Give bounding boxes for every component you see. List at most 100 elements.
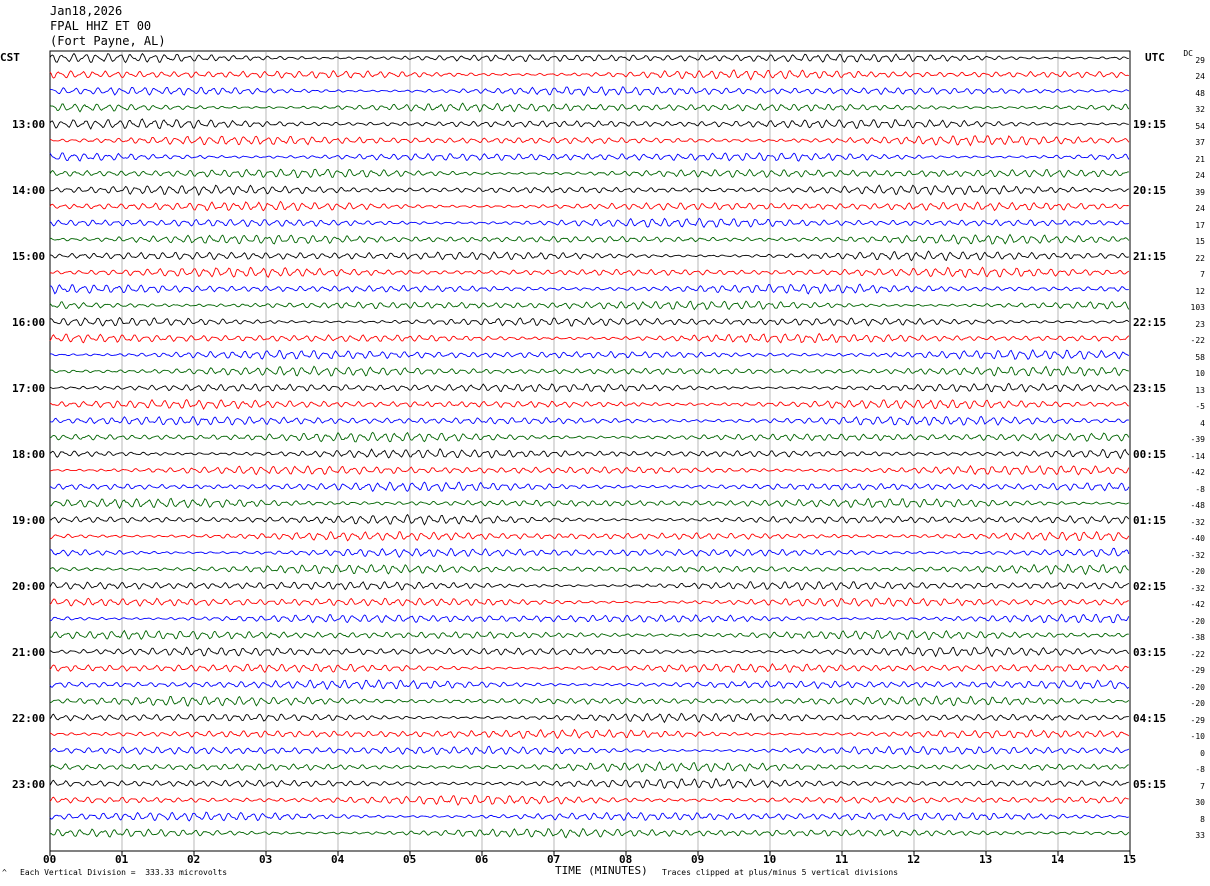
dc-offset-label: -38 [1190, 633, 1205, 643]
seismic-trace [49, 300, 1130, 311]
right-hour-label: 02:15 [1133, 579, 1167, 593]
dc-offset-label: -5 [1195, 402, 1205, 412]
dc-offset-label: 7 [1200, 270, 1205, 280]
dc-offset-label: 39 [1195, 187, 1205, 197]
seismic-trace [49, 283, 1129, 295]
seismic-trace [49, 827, 1130, 839]
seismic-trace [49, 69, 1129, 81]
left-hour-label: 22:00 [12, 711, 46, 725]
seismic-trace [49, 152, 1130, 162]
seismic-trace [49, 200, 1129, 212]
seismic-trace [49, 365, 1129, 377]
x-tick-label: 12 [907, 853, 921, 866]
seismic-trace [49, 597, 1129, 608]
left-hour-label: 20:00 [12, 579, 46, 593]
seismic-trace [49, 316, 1130, 327]
x-tick-label: 01 [115, 853, 129, 866]
chart-station: FPAL HHZ ET 00 [50, 19, 152, 33]
dc-offset-label: 12 [1195, 286, 1205, 296]
dc-offset-label: -20 [1190, 682, 1205, 692]
x-tick-label: 03 [259, 853, 273, 866]
dc-offset-label: -29 [1190, 666, 1205, 676]
left-hour-label: 17:00 [12, 381, 46, 395]
seismic-trace [49, 135, 1130, 147]
seismic-trace [49, 348, 1130, 360]
dc-offset-label: 48 [1195, 88, 1205, 98]
x-tick-label: 00 [43, 853, 57, 866]
seismic-trace [49, 233, 1130, 245]
x-tick-label: 09 [691, 853, 705, 866]
dc-offset-label: 21 [1195, 154, 1205, 164]
x-tick-label: 11 [835, 853, 849, 866]
dc-offset-label: 33 [1195, 831, 1205, 840]
x-tick-label: 10 [763, 853, 777, 866]
x-tick-label: 14 [1051, 853, 1065, 866]
dc-offset-label: 13 [1195, 385, 1205, 395]
dc-offset-label: -20 [1190, 567, 1205, 577]
seismic-trace [49, 431, 1130, 443]
dc-offset-label: -40 [1190, 534, 1205, 544]
footer-marker: ^ [2, 868, 7, 877]
seismic-trace [49, 118, 1129, 130]
left-hour-label: 15:00 [12, 249, 46, 263]
x-tick-label: 06 [475, 853, 489, 866]
chart-location: (Fort Payne, AL) [50, 34, 166, 48]
seismic-trace [49, 497, 1129, 510]
seismic-trace [49, 745, 1130, 756]
right-hour-label: 00:15 [1133, 447, 1167, 461]
left-hour-label: 23:00 [12, 777, 46, 791]
right-hour-label: 01:15 [1133, 513, 1167, 527]
seismic-trace [49, 86, 1130, 97]
right-hour-label: 21:15 [1133, 249, 1167, 263]
x-tick-label: 15 [1123, 853, 1137, 866]
x-tick-label: 02 [187, 853, 201, 866]
dc-offset-label: 15 [1195, 237, 1205, 247]
seismic-trace [49, 332, 1130, 344]
plot-frame [49, 50, 1131, 852]
dc-offset-label: 23 [1195, 319, 1205, 329]
x-tick-label: 08 [619, 853, 633, 866]
seismic-trace [49, 184, 1129, 197]
seismic-trace [49, 382, 1129, 393]
dc-offset-label: -32 [1190, 583, 1205, 593]
dc-offset-label: -14 [1190, 451, 1205, 461]
right-hour-label: 19:15 [1133, 117, 1167, 131]
seismic-trace [49, 794, 1129, 806]
dc-offset-label: 32 [1195, 105, 1205, 115]
seismic-trace [49, 447, 1130, 460]
seismic-trace [49, 695, 1130, 707]
dc-offset-label: -22 [1190, 336, 1205, 346]
dc-offset-label: 37 [1195, 138, 1205, 148]
seismic-trace [49, 530, 1130, 542]
seismic-trace [49, 415, 1129, 426]
right-axis-title: UTC [1145, 51, 1165, 64]
dc-offset-label: -10 [1190, 732, 1205, 742]
x-tick-label: 04 [331, 853, 345, 866]
seismic-trace [49, 662, 1129, 674]
dc-offset-label: -42 [1190, 600, 1205, 610]
dc-offset-label: -42 [1190, 468, 1205, 478]
dc-offset-label: 58 [1195, 352, 1205, 362]
seismic-trace [49, 481, 1130, 493]
seismic-trace [49, 613, 1130, 624]
dc-offset-label: 8 [1200, 814, 1205, 824]
seismic-trace [49, 266, 1130, 279]
left-hour-label: 13:00 [12, 117, 46, 131]
left-hour-label: 18:00 [12, 447, 46, 461]
x-tick-label: 05 [403, 853, 417, 866]
dc-offset-label: -8 [1195, 765, 1205, 775]
dc-offset-label: -20 [1190, 699, 1205, 709]
seismic-trace [49, 513, 1130, 526]
seismic-trace [49, 398, 1129, 410]
seismic-trace [49, 760, 1129, 773]
dc-offset-label: 0 [1200, 748, 1205, 758]
dc-offset-label: 29 [1195, 56, 1205, 65]
right-hour-label: 04:15 [1133, 711, 1167, 725]
dc-offset-label: 24 [1195, 72, 1205, 82]
seismic-trace [49, 712, 1129, 724]
left-hour-label: 16:00 [12, 315, 46, 329]
x-axis-title: TIME (MINUTES) [555, 864, 648, 877]
right-hour-label: 03:15 [1133, 645, 1167, 659]
right-hour-label: 23:15 [1133, 381, 1167, 395]
